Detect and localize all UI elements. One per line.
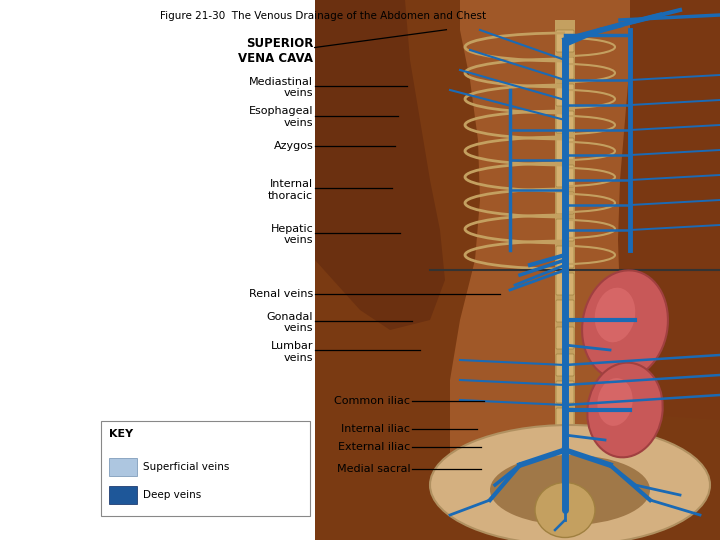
Text: Internal iliac: Internal iliac (341, 424, 410, 434)
FancyBboxPatch shape (556, 408, 574, 430)
FancyBboxPatch shape (556, 354, 574, 376)
Polygon shape (450, 0, 640, 510)
Ellipse shape (598, 378, 633, 426)
FancyBboxPatch shape (101, 421, 310, 516)
Ellipse shape (490, 455, 650, 525)
Polygon shape (315, 0, 720, 540)
Text: Lumbar
veins: Lumbar veins (271, 341, 313, 363)
Text: SUPERIOR
VENA CAVA: SUPERIOR VENA CAVA (238, 37, 313, 65)
Ellipse shape (588, 363, 662, 457)
FancyBboxPatch shape (556, 327, 574, 349)
Ellipse shape (595, 288, 635, 342)
Text: Hepatic
veins: Hepatic veins (271, 224, 313, 245)
FancyBboxPatch shape (556, 165, 574, 187)
Text: Esophageal
veins: Esophageal veins (248, 106, 313, 128)
Ellipse shape (535, 483, 595, 537)
Bar (109, 487, 137, 504)
Polygon shape (555, 20, 575, 520)
Text: External iliac: External iliac (338, 442, 410, 451)
FancyBboxPatch shape (556, 273, 574, 295)
Ellipse shape (430, 425, 710, 540)
Text: Deep veins: Deep veins (143, 490, 201, 501)
FancyBboxPatch shape (556, 111, 574, 133)
FancyBboxPatch shape (556, 300, 574, 322)
Text: Medial sacral: Medial sacral (337, 464, 410, 474)
FancyBboxPatch shape (556, 192, 574, 214)
FancyBboxPatch shape (556, 84, 574, 106)
Text: KEY: KEY (109, 429, 133, 439)
Text: Azygos: Azygos (274, 141, 313, 151)
FancyBboxPatch shape (556, 219, 574, 241)
FancyBboxPatch shape (556, 246, 574, 268)
Bar (109, 458, 137, 476)
Text: Figure 21-30  The Venous Drainage of the Abdomen and Chest: Figure 21-30 The Venous Drainage of the … (160, 11, 486, 21)
Polygon shape (505, 0, 720, 420)
Ellipse shape (582, 271, 668, 380)
Text: Internal
thoracic: Internal thoracic (268, 179, 313, 201)
Text: Mediastinal
veins: Mediastinal veins (249, 77, 313, 98)
Text: Gonadal
veins: Gonadal veins (266, 312, 313, 333)
FancyBboxPatch shape (556, 30, 574, 52)
Text: Common iliac: Common iliac (334, 396, 410, 406)
FancyBboxPatch shape (556, 435, 574, 457)
Text: Superficial veins: Superficial veins (143, 462, 229, 472)
FancyBboxPatch shape (556, 489, 574, 511)
FancyBboxPatch shape (556, 138, 574, 160)
FancyBboxPatch shape (556, 381, 574, 403)
Text: Renal veins: Renal veins (249, 289, 313, 299)
Polygon shape (315, 0, 445, 330)
FancyBboxPatch shape (556, 57, 574, 79)
FancyBboxPatch shape (556, 462, 574, 484)
